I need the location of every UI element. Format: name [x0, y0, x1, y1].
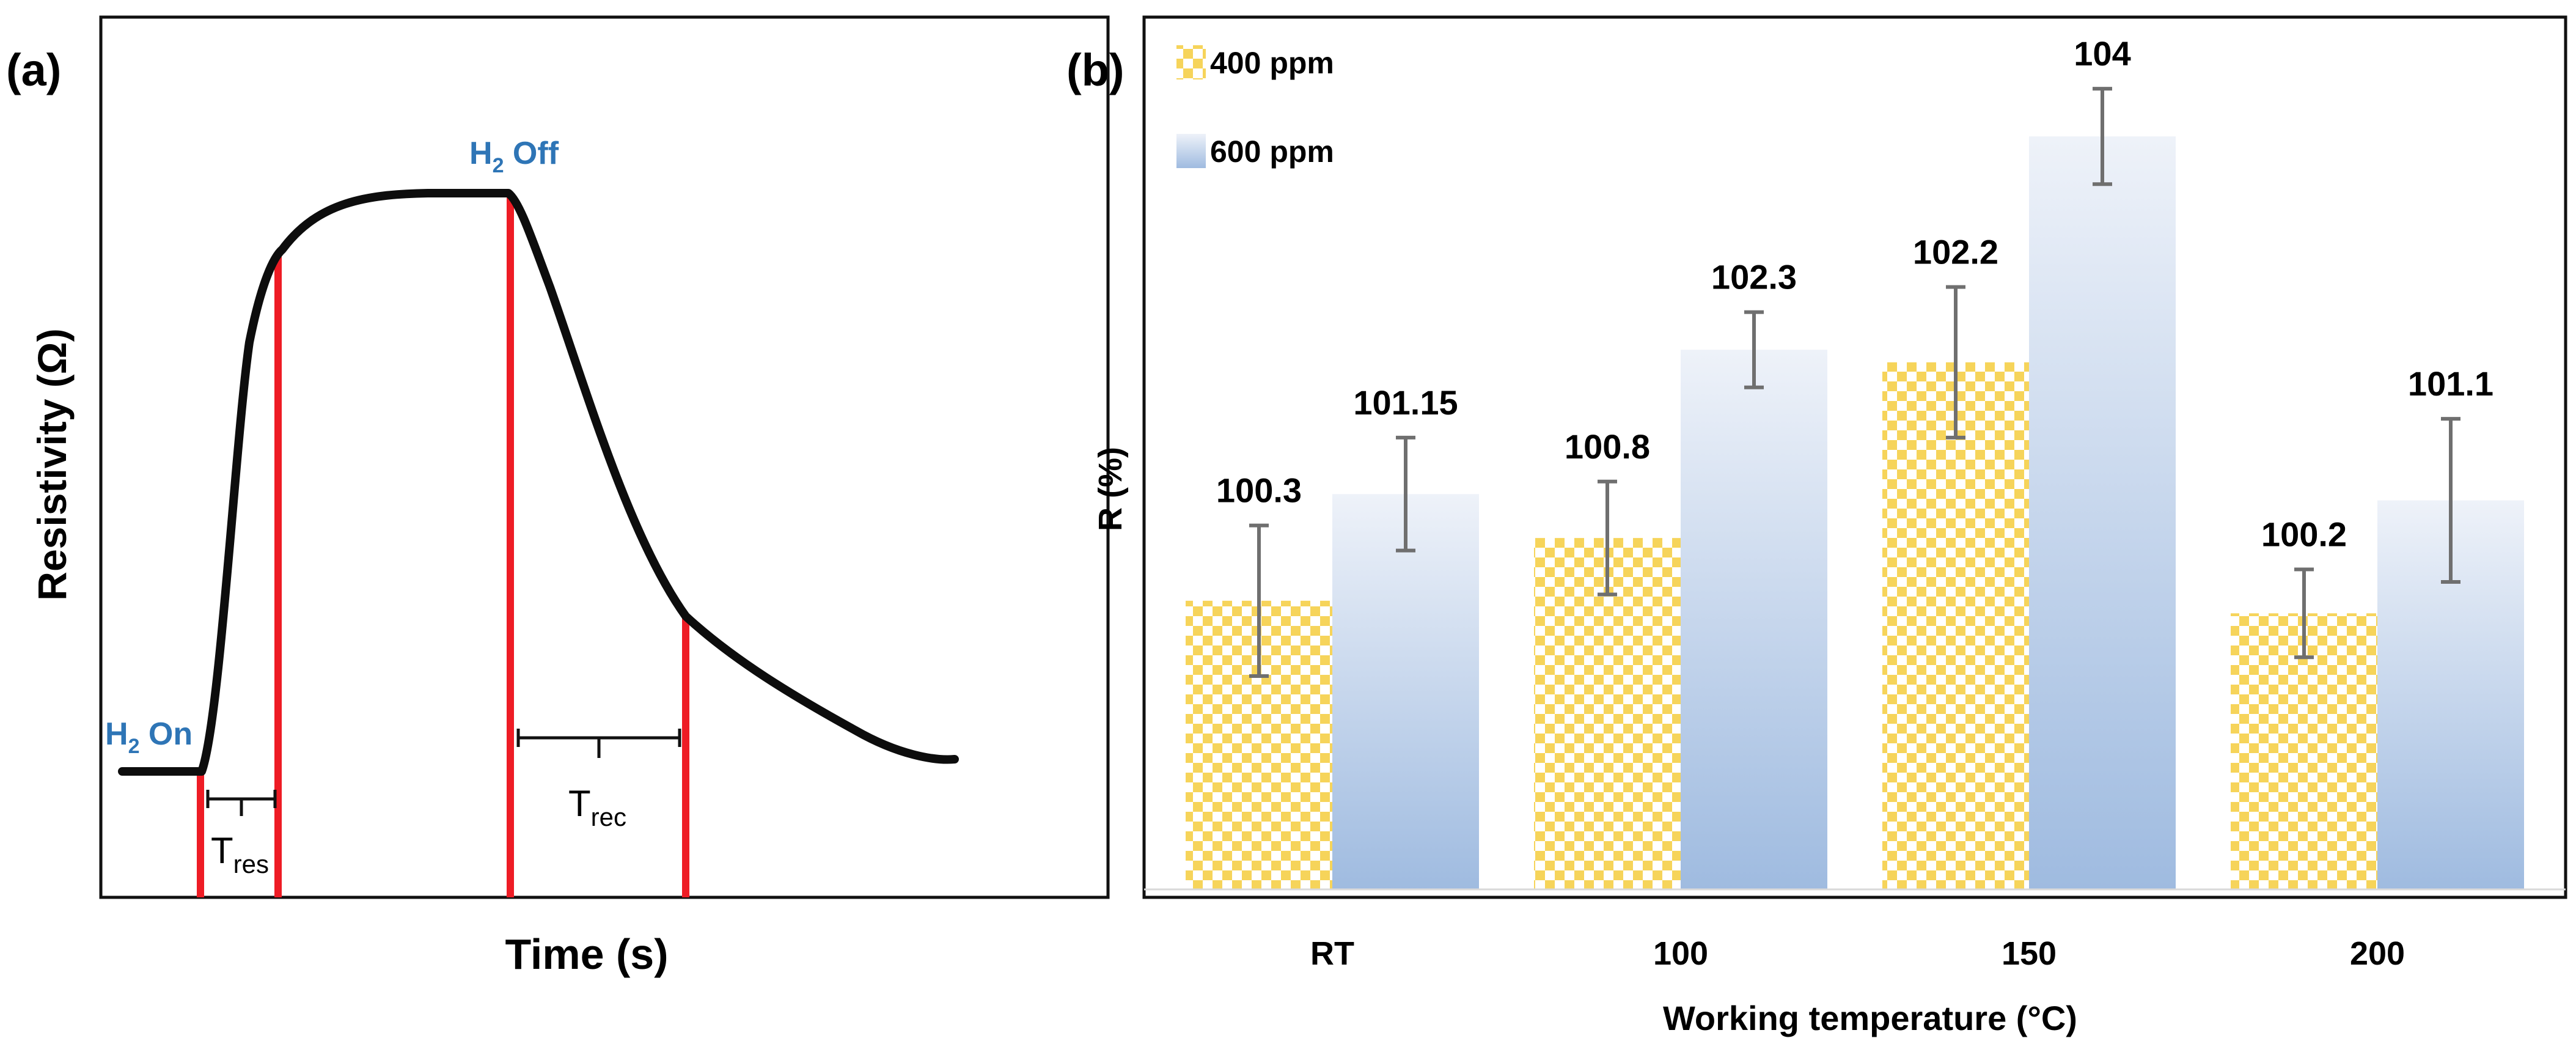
legend-label-400-ppm: 400 ppm — [1210, 46, 1334, 80]
y-axis-label: R (%) — [1092, 447, 1129, 531]
bar-400-ppm-150 — [1882, 362, 2029, 889]
h2-off-prefix: H — [469, 136, 493, 171]
h2-on-prefix: H — [105, 716, 128, 752]
data-label-400-ppm-100: 100.8 — [1565, 427, 1650, 466]
h2-on-label: H2 On — [105, 716, 193, 758]
h2-off-sub: 2 — [493, 154, 504, 177]
data-label-600-ppm-200: 101.1 — [2408, 364, 2493, 403]
x-tick-100: 100 — [1653, 935, 1708, 972]
panel-a-ylabel: Resistivity (Ω) — [29, 328, 75, 600]
x-tick-RT: RT — [1310, 935, 1354, 972]
bar-600-ppm-150 — [2029, 136, 2176, 889]
error-bar-400-ppm-RT — [1249, 523, 1269, 678]
error-bar-600-ppm-RT — [1396, 435, 1415, 553]
error-bar-400-ppm-200 — [2294, 567, 2314, 660]
data-label-400-ppm-RT: 100.3 — [1216, 471, 1302, 510]
bar-400-ppm-100 — [1534, 538, 1681, 889]
panel-a-xlabel: Time (s) — [505, 930, 668, 978]
data-label-400-ppm-150: 102.2 — [1913, 233, 1998, 271]
legend-label-600-ppm: 600 ppm — [1210, 134, 1334, 169]
t-rec-sub: rec — [591, 803, 626, 831]
h2-on-sub: 2 — [128, 735, 140, 758]
h2-off-suffix: Off — [504, 136, 559, 171]
x-tick-200: 200 — [2350, 935, 2405, 972]
bar-400-ppm-200 — [2231, 613, 2377, 889]
t-res-label: Tres — [211, 830, 269, 878]
error-bar-400-ppm-100 — [1598, 479, 1617, 597]
data-label-600-ppm-RT: 101.15 — [1353, 383, 1458, 422]
panel-a: (a) Resistivity (Ω) Time (s) H2 On H2 Of… — [6, 15, 1110, 978]
h2-on-suffix: On — [139, 716, 193, 752]
data-label-600-ppm-100: 102.3 — [1711, 258, 1797, 296]
t-rec-main: T — [568, 783, 591, 824]
error-bar-400-ppm-150 — [1946, 285, 1965, 440]
bar-600-ppm-RT — [1332, 494, 1479, 889]
t-res-main: T — [211, 830, 233, 871]
legend-swatch-400-ppm — [1176, 45, 1206, 79]
x-tick-150: 150 — [2002, 935, 2057, 972]
x-axis-label: Working temperature (°C) — [1663, 999, 2077, 1037]
legend-swatch-600-ppm — [1176, 134, 1206, 168]
panel-b: (b) R (%) Working temperature (°C) 100.3… — [1066, 15, 2567, 1037]
error-bars-layer — [1249, 87, 2460, 678]
t-res-sub: res — [233, 850, 269, 878]
error-bar-600-ppm-100 — [1744, 310, 1764, 389]
error-bar-600-ppm-150 — [2093, 87, 2112, 186]
data-label-600-ppm-150: 104 — [2074, 34, 2130, 73]
error-bar-600-ppm-200 — [2441, 417, 2460, 584]
t-res-bracket — [206, 790, 277, 816]
t-rec-label: Trec — [568, 783, 626, 831]
panel-a-frame — [99, 15, 1110, 899]
panel-a-label: (a) — [6, 45, 61, 95]
t-rec-bracket — [516, 729, 681, 758]
panel-b-label: (b) — [1066, 45, 1125, 95]
tick-labels-layer: RT 100 150 200 — [1310, 935, 2405, 972]
h2-off-label: H2 Off — [469, 136, 559, 177]
data-label-400-ppm-200: 100.2 — [2261, 515, 2347, 553]
legend: 400 ppm 600 ppm — [1176, 45, 1334, 169]
resistivity-curve — [118, 189, 959, 776]
data-labels-layer: 100.3 101.15 100.8 102.3 102.2 104 100.2 101.1 — [1216, 34, 2493, 553]
bar-600-ppm-100 — [1681, 350, 1827, 889]
